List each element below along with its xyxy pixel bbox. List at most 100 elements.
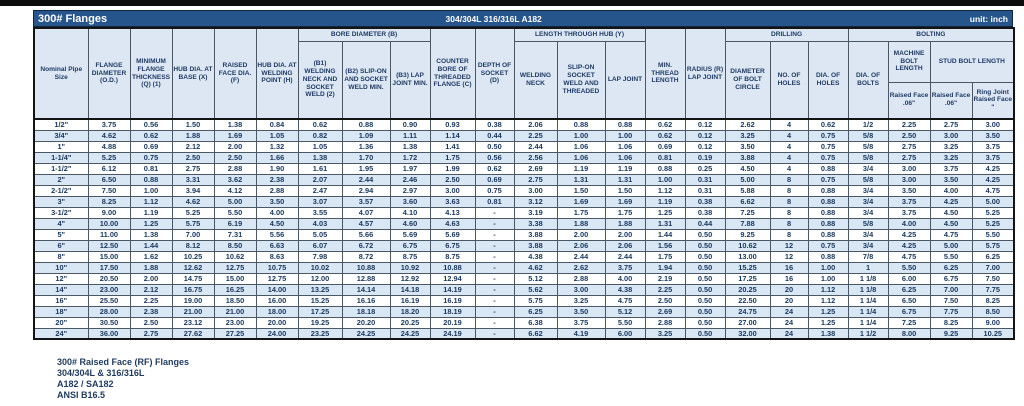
value-cell: 8.25: [929, 316, 973, 329]
value-cell: 4.25: [887, 228, 931, 241]
table-row: 14" 23.00 2.12 16.75 16.25 14.00 13.25 14.14 14.…: [33, 283, 1015, 296]
value-cell: 8.25: [971, 294, 1015, 307]
value-cell: 3.12: [513, 195, 558, 208]
table-row: 12" 20.50 2.00 14.75 15.00 12.75 12.00 12.88 12.…: [33, 272, 1015, 285]
title-bar: 300# Flanges 304/304L 316/316L A182 unit…: [33, 10, 1013, 27]
value-cell: 0.38: [474, 118, 515, 131]
value-cell: 32.00: [724, 327, 771, 340]
table-row: 3" 8.25 1.12 4.62 5.00 3.50 3.07 3.57 3.60 3.63 0.…: [33, 195, 1015, 208]
value-cell: 1.69: [556, 195, 606, 208]
value-cell: 5.69: [389, 228, 431, 241]
value-cell: 0.62: [474, 162, 515, 175]
value-cell: 3.50: [255, 195, 299, 208]
value-cell: 10.25: [171, 250, 215, 263]
value-cell: 1.88: [556, 217, 606, 230]
value-cell: 6.07: [297, 239, 343, 252]
value-cell: 3.60: [389, 195, 431, 208]
value-cell: 12: [769, 250, 809, 263]
value-cell: 5.25: [171, 206, 215, 219]
value-cell: 18.18: [341, 305, 391, 318]
value-cell: 3/4: [847, 228, 889, 241]
value-cell: 1.00: [604, 129, 646, 142]
value-cell: 3/4: [847, 162, 889, 175]
value-cell: 1.00: [644, 173, 686, 186]
table-row: 10" 17.50 1.88 12.62 12.75 10.75 10.02 10.88 10.…: [33, 261, 1015, 274]
value-cell: 1.72: [389, 151, 431, 164]
value-cell: 1.00: [807, 261, 849, 274]
value-cell: 20: [769, 283, 809, 296]
value-cell: 10.88: [341, 261, 391, 274]
value-cell: 12.88: [341, 272, 391, 285]
value-cell: 4.63: [429, 217, 476, 230]
value-cell: 3/4: [847, 239, 889, 252]
value-cell: 2.38: [255, 173, 299, 186]
window-top-strip: [0, 0, 1024, 6]
value-cell: 3.38: [513, 217, 558, 230]
value-cell: 0.12: [684, 118, 726, 131]
value-cell: 10.92: [389, 261, 431, 274]
value-cell: 3.75: [929, 162, 973, 175]
table-row: 6" 12.50 1.44 8.12 8.50 6.63 6.07 6.72 6.75 6.75-…: [33, 239, 1015, 252]
value-cell: 1.44: [129, 239, 173, 252]
value-cell: 20.00: [255, 316, 299, 329]
value-cell: 0.81: [644, 151, 686, 164]
value-cell: 13.25: [297, 283, 343, 296]
value-cell: 0.50: [684, 327, 726, 340]
value-cell: 1.62: [129, 250, 173, 263]
value-cell: 5.25: [87, 151, 131, 164]
value-cell: 5.62: [513, 283, 558, 296]
value-cell: 4.75: [887, 250, 931, 263]
value-cell: 9.25: [929, 327, 973, 340]
value-cell: -: [474, 294, 515, 307]
value-cell: 12.62: [171, 261, 215, 274]
value-cell: 21.00: [171, 305, 215, 318]
value-cell: -: [474, 283, 515, 296]
value-cell: 1 1/8: [847, 283, 889, 296]
value-cell: 1.95: [341, 162, 391, 175]
value-cell: 12.92: [389, 272, 431, 285]
value-cell: 2.25: [644, 283, 686, 296]
value-cell: 0.50: [684, 272, 726, 285]
value-cell: 6.12: [87, 162, 131, 175]
group-header-drilling: DRILLING: [724, 27, 849, 42]
value-cell: 0.44: [684, 217, 726, 230]
pipe-size-cell: 6": [33, 239, 89, 252]
value-cell: 1.19: [129, 206, 173, 219]
value-cell: 4.75: [971, 184, 1015, 197]
value-cell: 0.62: [644, 129, 686, 142]
value-cell: 6.75: [887, 305, 931, 318]
value-cell: 13.00: [724, 250, 771, 263]
value-cell: 16: [769, 261, 809, 274]
value-cell: 1.69: [213, 129, 257, 142]
value-cell: -: [474, 206, 515, 219]
col-header-slip-on: SLIP-ON SOCKET WELD AND THREADED: [556, 40, 606, 120]
pipe-size-cell: 5": [33, 228, 89, 241]
table-row: 1-1/4" 5.25 0.75 2.50 2.50 1.66 1.38 1.70 1.72 1.…: [33, 151, 1015, 164]
value-cell: 4.12: [213, 184, 257, 197]
value-cell: 20: [769, 294, 809, 307]
pipe-size-cell: 18": [33, 305, 89, 318]
value-cell: 4.03: [297, 217, 343, 230]
value-cell: 2.88: [255, 184, 299, 197]
value-cell: -: [474, 316, 515, 329]
value-cell: 3.19: [513, 206, 558, 219]
value-cell: 2.25: [887, 118, 931, 131]
value-cell: 4.62: [87, 129, 131, 142]
value-cell: 2.75: [887, 151, 931, 164]
value-cell: 4.00: [604, 272, 646, 285]
value-cell: 20.20: [341, 316, 391, 329]
value-cell: 3.00: [429, 184, 476, 197]
pipe-size-cell: 4": [33, 217, 89, 230]
value-cell: 2.50: [171, 151, 215, 164]
value-cell: 0.88: [807, 250, 849, 263]
value-cell: 2.62: [724, 118, 771, 131]
value-cell: 1.00: [556, 129, 606, 142]
value-cell: 5.50: [213, 206, 257, 219]
value-cell: 6.25: [971, 250, 1015, 263]
value-cell: 16.75: [171, 283, 215, 296]
value-cell: 6.50: [87, 173, 131, 186]
value-cell: 22.50: [724, 294, 771, 307]
value-cell: 15.00: [213, 272, 257, 285]
value-cell: 1.31: [556, 173, 606, 186]
value-cell: 1.38: [213, 118, 257, 131]
